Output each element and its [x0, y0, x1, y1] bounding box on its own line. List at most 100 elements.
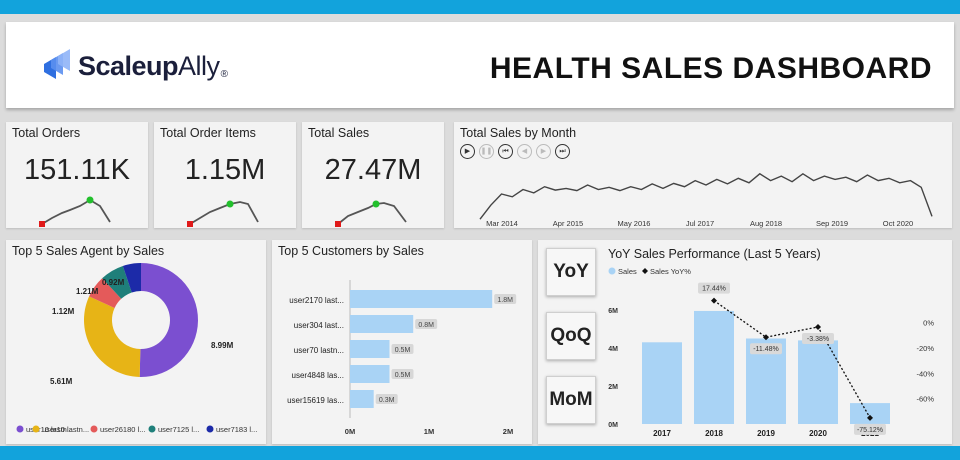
qoq-button[interactable]: QoQ — [546, 312, 596, 360]
data-label-bg — [391, 344, 414, 354]
kpi-value: 1.15M — [184, 154, 266, 186]
step-back-icon[interactable]: ◀ — [517, 144, 532, 159]
y2-tick-label: -60% — [916, 395, 934, 404]
category-label: user304 last... — [294, 321, 344, 330]
donut-slice — [89, 278, 122, 308]
x-tick-label: 0M — [345, 427, 355, 436]
logo-text: ScaleupAlly — [78, 50, 220, 81]
customer-bar — [350, 340, 390, 358]
x-tick-label: Mar 2014 — [486, 219, 518, 228]
category-label: user4848 las... — [292, 371, 344, 380]
legend-label: user10 lastn... — [26, 425, 73, 434]
sales-bar — [642, 342, 682, 424]
chart-title: YoY Sales Performance (Last 5 Years) — [608, 247, 821, 261]
sales-by-month-card: Total Sales by Month ▶ ❚❚ ⏮ ◀ ▶ ⏭ Mar 20… — [454, 122, 952, 228]
kpi-sparkline — [335, 200, 407, 227]
data-label-bg — [375, 394, 398, 404]
legend-marker — [206, 425, 214, 433]
pause-icon[interactable]: ❚❚ — [479, 144, 494, 159]
x-tick-label: Sep 2019 — [816, 219, 848, 228]
y-tick-label: 6M — [608, 308, 618, 315]
top-customers-bar-chart: user2170 last... 1.8M user304 last... 0.8M u… — [287, 280, 517, 436]
x-tick-label: Jul 2017 — [686, 219, 714, 228]
y-tick-label: 2M — [608, 384, 618, 391]
kpi-total-orders: Total Orders 151.11K — [6, 122, 148, 228]
yoy-marker — [815, 323, 821, 330]
chart-title: Total Sales by Month — [460, 126, 577, 140]
legend-marker — [32, 425, 40, 433]
yoy-line — [713, 300, 871, 419]
yoy-marker — [867, 414, 873, 421]
x-tick-label: Oct 2020 — [883, 219, 913, 228]
sales-bar — [850, 403, 890, 424]
yoy-chart: YoY Sales Performance (Last 5 Years) Sale… — [608, 247, 934, 438]
legend-marker — [16, 425, 24, 433]
yoy-marker — [763, 334, 769, 341]
data-label: 0.5M — [395, 347, 411, 354]
yoy-label: -75.12% — [857, 427, 883, 434]
legend-label: user26180 l... — [100, 425, 145, 434]
kpi-title: Total Order Items — [160, 126, 256, 140]
donut-slice — [102, 265, 132, 299]
customer-bar — [350, 390, 374, 408]
dashboard-header: ScaleupAlly ® HEALTH SALES DASHBOARD — [6, 22, 954, 108]
scaleupally-logo-icon — [44, 49, 70, 79]
customer-bar — [350, 315, 414, 333]
donut-slice — [139, 263, 199, 377]
registered-mark: ® — [220, 69, 228, 80]
top-customers-card: Top 5 Customers by Sales user2170 last..… — [272, 240, 532, 444]
customer-bar — [350, 290, 493, 308]
donut-slice — [83, 296, 141, 377]
x-tick-label: Apr 2015 — [553, 219, 583, 228]
slice-label: 1.12M — [52, 307, 75, 316]
x-tick-label: Aug 2018 — [750, 219, 782, 228]
skip-forward-icon[interactable]: ⏭ — [555, 144, 570, 159]
y2-tick-label: 0% — [923, 319, 934, 328]
yoy-label-bg — [802, 332, 834, 344]
yoy-button[interactable]: YoY — [546, 248, 596, 296]
y-tick-label: 0M — [608, 422, 618, 429]
customer-bar — [350, 365, 390, 383]
legend-label: Sales — [618, 267, 637, 276]
kpi-sparkline — [187, 200, 259, 227]
data-label: 1.8M — [497, 297, 513, 304]
play-controls: ▶ ❚❚ ⏮ ◀ ▶ ⏭ — [460, 144, 570, 159]
page-title: HEALTH SALES DASHBOARD — [489, 52, 932, 85]
kpi-total-order-items: Total Order Items 1.15M — [154, 122, 296, 228]
yoy-label-bg — [750, 343, 782, 355]
sales-bar — [798, 340, 838, 424]
mom-button[interactable]: MoM — [546, 376, 596, 424]
yoy-label-bg — [854, 423, 886, 435]
data-label: 0.3M — [379, 397, 395, 404]
kpi-title: Total Sales — [308, 126, 370, 140]
data-label-bg — [415, 319, 438, 329]
donut-slice — [122, 263, 141, 293]
sales-bar — [694, 310, 734, 424]
x-tick-label: 1M — [424, 427, 434, 436]
chart-title: Top 5 Customers by Sales — [278, 244, 424, 258]
x-tick-label: 2020 — [809, 429, 827, 438]
category-label: user15619 las... — [287, 396, 344, 405]
skip-back-icon[interactable]: ⏮ — [498, 144, 513, 159]
legend-marker — [90, 425, 98, 433]
yoy-label: 17.44% — [702, 286, 726, 293]
slice-label: 5.61M — [50, 377, 73, 386]
legend-marker-sales — [608, 267, 616, 275]
y2-tick-label: -20% — [916, 344, 934, 353]
step-forward-icon[interactable]: ▶ — [536, 144, 551, 159]
slice-label: 8.99M — [211, 341, 234, 350]
x-tick-label: 2017 — [653, 429, 671, 438]
x-tick-label: 2018 — [705, 429, 723, 438]
sales-line — [479, 172, 933, 220]
legend-label: Sales YoY% — [650, 267, 691, 276]
category-label: user2170 last... — [289, 296, 344, 305]
dashboard-frame: ScaleupAlly ® HEALTH SALES DASHBOARD Tot… — [0, 14, 960, 446]
play-icon[interactable]: ▶ — [460, 144, 475, 159]
yoy-card: YoY QoQ MoM YoY Sales Performance (Last … — [538, 240, 952, 444]
legend-marker — [148, 425, 156, 433]
x-tick-label: 2019 — [757, 429, 775, 438]
kpi-value: 151.11K — [24, 154, 130, 186]
legend-label: user10 lastn... — [42, 425, 89, 434]
y-tick-label: 4M — [608, 346, 618, 353]
